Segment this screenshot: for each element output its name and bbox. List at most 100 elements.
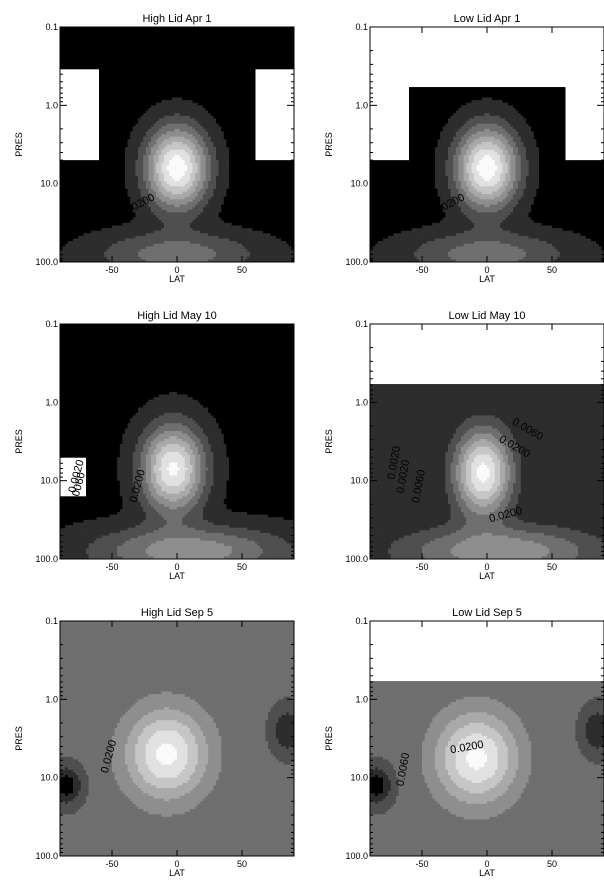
heat-cell bbox=[75, 37, 79, 41]
heat-cell bbox=[122, 55, 126, 59]
heat-cell bbox=[125, 131, 129, 135]
heat-cell bbox=[101, 27, 105, 31]
heat-cell bbox=[140, 60, 144, 65]
heat-cell bbox=[96, 55, 100, 59]
heat-cell bbox=[138, 225, 142, 229]
heat-cell bbox=[166, 89, 170, 93]
heat-cell bbox=[177, 147, 181, 151]
heat-cell bbox=[197, 136, 201, 140]
heat-cell bbox=[187, 251, 191, 255]
heat-cell bbox=[93, 47, 97, 51]
heat-cell bbox=[104, 173, 108, 177]
heat-cell bbox=[216, 141, 220, 145]
heat-cell bbox=[145, 162, 149, 166]
heat-cell bbox=[140, 32, 144, 36]
heat-cell bbox=[192, 128, 196, 132]
heat-cell bbox=[156, 147, 160, 151]
heat-cell bbox=[197, 87, 201, 91]
heat-cell bbox=[216, 107, 220, 112]
heat-cell bbox=[177, 63, 181, 67]
heat-cell bbox=[182, 87, 186, 91]
heat-cell bbox=[145, 215, 149, 219]
heat-cell bbox=[216, 37, 220, 41]
heat-cell bbox=[184, 259, 188, 262]
heat-cell bbox=[125, 118, 129, 122]
heat-cell bbox=[101, 84, 105, 88]
heat-cell bbox=[143, 53, 147, 57]
heat-cell bbox=[179, 238, 183, 242]
heat-cell bbox=[145, 241, 149, 245]
heat-cell bbox=[101, 162, 105, 166]
heat-cell bbox=[138, 50, 142, 54]
heat-cell bbox=[208, 37, 212, 41]
heat-cell bbox=[99, 194, 103, 198]
heat-cell bbox=[208, 259, 212, 262]
heat-cell bbox=[158, 92, 162, 96]
heat-cell bbox=[132, 58, 136, 62]
heat-cell bbox=[190, 121, 194, 125]
heat-cell bbox=[161, 58, 165, 62]
heat-cell bbox=[216, 144, 220, 148]
heat-cell bbox=[187, 209, 191, 213]
heat-cell bbox=[158, 81, 162, 85]
heat-cell bbox=[117, 76, 121, 80]
heat-cell bbox=[187, 152, 191, 156]
heat-cell bbox=[78, 50, 82, 54]
heat-cell bbox=[192, 186, 196, 190]
heat-cell bbox=[127, 162, 131, 166]
heat-cell bbox=[210, 40, 214, 44]
heat-cell bbox=[156, 144, 160, 148]
heat-cell bbox=[135, 139, 139, 143]
heat-cell bbox=[60, 186, 64, 190]
heat-cell bbox=[106, 222, 110, 226]
heat-cell bbox=[171, 251, 175, 255]
heat-cell bbox=[187, 165, 191, 169]
heat-cell bbox=[109, 139, 113, 143]
heat-cell bbox=[132, 212, 136, 216]
heat-cell bbox=[205, 196, 209, 200]
heat-cell bbox=[67, 45, 71, 49]
heat-cell bbox=[145, 139, 149, 143]
heat-cell bbox=[114, 79, 118, 83]
heat-cell bbox=[130, 94, 134, 98]
heat-cell bbox=[192, 154, 196, 159]
heat-cell bbox=[80, 60, 84, 65]
heat-cell bbox=[184, 79, 188, 83]
heat-cell bbox=[127, 243, 131, 247]
heat-cell bbox=[210, 254, 214, 258]
heat-cell bbox=[203, 254, 207, 258]
heat-cell bbox=[130, 139, 134, 143]
heat-cell bbox=[205, 183, 209, 187]
heat-cell bbox=[140, 152, 144, 156]
heat-cell bbox=[86, 183, 90, 187]
heat-cell bbox=[171, 100, 175, 104]
heat-cell bbox=[169, 243, 173, 247]
heat-cell bbox=[205, 53, 209, 57]
heat-cell bbox=[130, 233, 134, 237]
heat-cell bbox=[135, 207, 139, 211]
heat-cell bbox=[208, 27, 212, 31]
heat-cell bbox=[177, 230, 181, 234]
heat-cell bbox=[83, 40, 87, 44]
heat-cell bbox=[166, 40, 170, 44]
heat-cell bbox=[60, 181, 64, 185]
heat-cell bbox=[169, 42, 173, 46]
heat-cell bbox=[83, 50, 87, 54]
heat-cell bbox=[65, 220, 69, 224]
heat-cell bbox=[200, 175, 204, 179]
heat-cell bbox=[166, 160, 170, 164]
heat-cell bbox=[117, 40, 121, 44]
heat-cell bbox=[91, 243, 95, 247]
heat-cell bbox=[210, 55, 214, 59]
heat-cell bbox=[192, 141, 196, 145]
heat-cell bbox=[106, 115, 110, 119]
heat-cell bbox=[151, 199, 155, 203]
heat-cell bbox=[145, 58, 149, 62]
heat-cell bbox=[210, 186, 214, 190]
heat-cell bbox=[132, 115, 136, 119]
heat-cell bbox=[135, 71, 139, 75]
heat-cell bbox=[60, 168, 64, 172]
heat-cell bbox=[208, 105, 212, 109]
heat-cell bbox=[161, 243, 165, 247]
